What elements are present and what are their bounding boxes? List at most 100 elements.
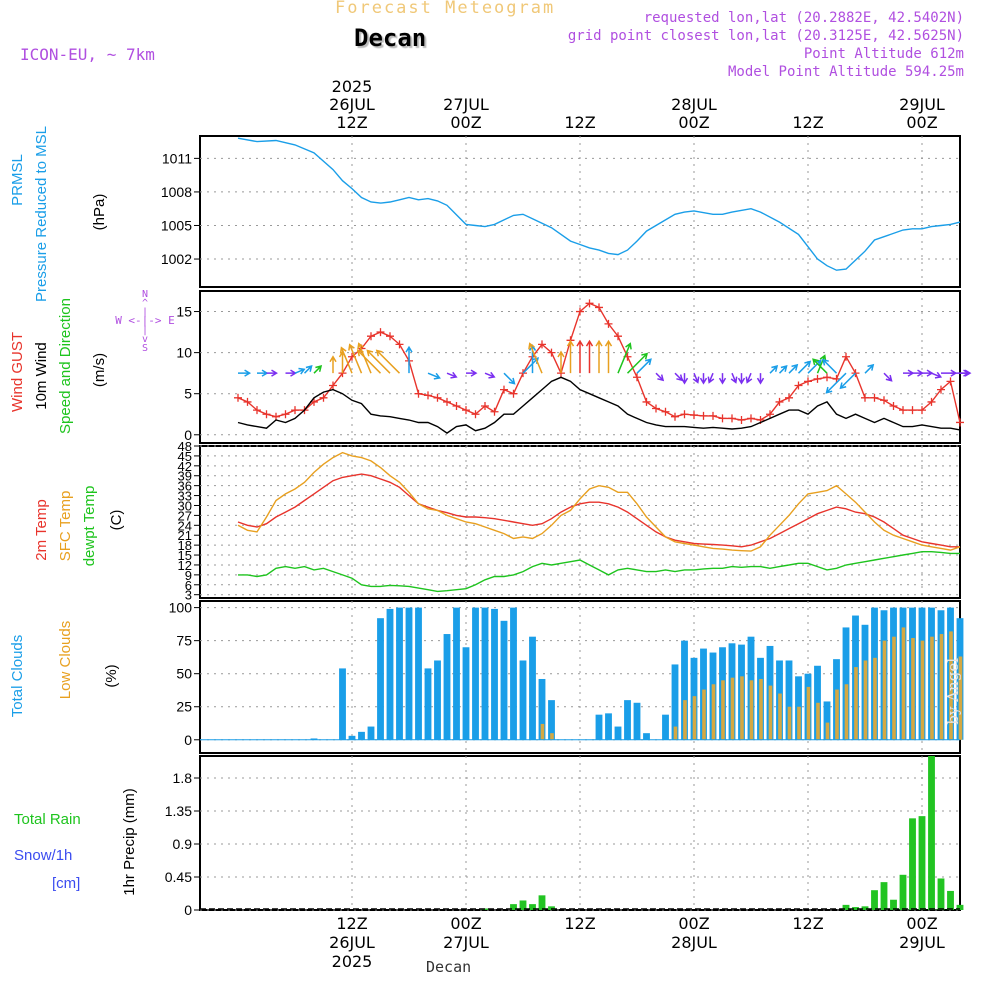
ytick-label-temperature: 18 [178,538,192,553]
bar-clouds-1 [892,636,896,740]
ytick-label-temperature: 21 [178,528,192,543]
series-line-pressure-0 [237,137,961,271]
bar-clouds-0 [681,640,688,740]
wind-arrow-ne [825,372,847,394]
gust-marker [509,389,518,398]
gust-marker [547,348,556,357]
ylabel-low-clouds: Low Clouds [57,621,74,699]
ytick-label-temperature: 30 [178,498,192,513]
bar-clouds-0 [519,660,527,740]
ylabel-percent: (%) [103,664,120,687]
bar-clouds-1 [673,726,678,740]
compass-rose-line: | [142,325,148,336]
ytick-label-temperature: 6 [185,578,192,593]
wind-arrow-wnw [446,371,458,379]
gust-marker [367,332,375,341]
bar-clouds-0 [377,618,384,740]
bar-clouds-0 [453,607,460,740]
gust-marker [690,411,698,420]
bar-clouds-1 [901,627,906,740]
wind-arrow-s [405,345,413,374]
gust-marker [471,410,480,419]
wind-arrow-sw [807,359,822,374]
gust-marker [851,369,860,378]
bar-clouds-1 [702,689,706,740]
bar-clouds-0 [510,607,517,740]
bar-clouds-1 [854,667,858,740]
bar-clouds-1 [930,636,934,740]
bar-clouds-0 [415,607,422,740]
gust-marker [870,393,879,402]
ylabel-hpa: (hPa) [91,194,108,231]
bar-precipitation-0 [538,895,546,910]
footer-location: Decan [426,958,472,976]
wind-arrow-wsw [294,367,306,375]
bar-clouds-0 [614,726,622,740]
ytick-label-clouds: 25 [176,699,192,715]
time-label-bottom: 26JUL [329,933,375,952]
bar-clouds-1 [911,638,915,740]
label-total-rain: Total Rain [14,811,81,828]
bar-clouds-1 [787,706,792,740]
ytick-label-temperature: 33 [178,489,192,504]
ytick-label-temperature: 48 [178,439,192,454]
gust-marker [633,373,641,382]
wind-arrow-n [680,373,689,385]
bar-clouds-1 [825,722,830,740]
bar-clouds-1 [873,657,877,740]
wind-arrow-sw [313,365,323,374]
gust-marker [414,389,423,398]
bar-clouds-0 [358,731,365,740]
bar-clouds-0 [396,607,403,740]
ytick-label-temperature: 27 [178,508,192,523]
bar-clouds-1 [768,685,773,740]
wind-arrow-sw [303,365,313,374]
compass-rose-line: v [142,334,148,345]
gust-marker [728,414,736,423]
gust-marker [794,381,803,390]
bar-clouds-0 [367,726,375,740]
bar-clouds-1 [540,723,545,740]
time-label-bottom: 00Z [678,914,709,933]
gust-marker [329,381,337,390]
time-label-bottom: 29JUL [899,933,945,952]
wind-arrow-n [699,373,708,385]
bar-clouds-0 [633,702,641,740]
bar-clouds-0 [386,608,394,740]
bar-clouds-1 [863,660,868,740]
wind-arrow-w [960,369,972,377]
wind-arrow-s [329,355,337,374]
bar-clouds-0 [671,664,679,740]
wind-arrow-wnw [931,371,943,379]
wind-arrow-se [366,349,391,374]
gust-marker [642,397,651,406]
bar-clouds-1 [835,689,839,740]
gust-marker [747,414,755,423]
bar-clouds-0 [529,636,536,740]
bar-clouds-0 [538,678,546,740]
ytick-label-clouds: 50 [176,666,192,682]
time-label-bottom: 12Z [792,914,823,933]
wind-arrow-ne [839,372,857,390]
gust-marker [699,411,708,420]
gust-marker [462,406,470,415]
bar-clouds-1 [920,640,925,740]
wind-arrow-sse [348,343,363,374]
model-altitude: Model Point Altitude 594.25m [727,64,964,80]
bar-precipitation-0 [842,904,850,910]
bar-clouds-0 [605,713,612,740]
bar-clouds-0 [491,608,498,740]
bar-clouds-0 [472,607,479,740]
gust-marker [652,404,660,413]
gridpoint-coords: grid point closest lon,lat (20.3125E, 42… [567,28,964,44]
ylabel-ms: (m/s) [91,353,108,387]
credit-watermark: by Angel [944,658,962,725]
ytick-label-clouds: 75 [176,633,192,649]
ytick-label-wind: 0 [184,427,192,443]
wind-arrow-n [737,373,746,385]
gust-marker [538,340,546,349]
wind-arrow-s [576,339,584,374]
wind-arrow-w [238,369,252,377]
wind-arrow-s [557,350,565,374]
